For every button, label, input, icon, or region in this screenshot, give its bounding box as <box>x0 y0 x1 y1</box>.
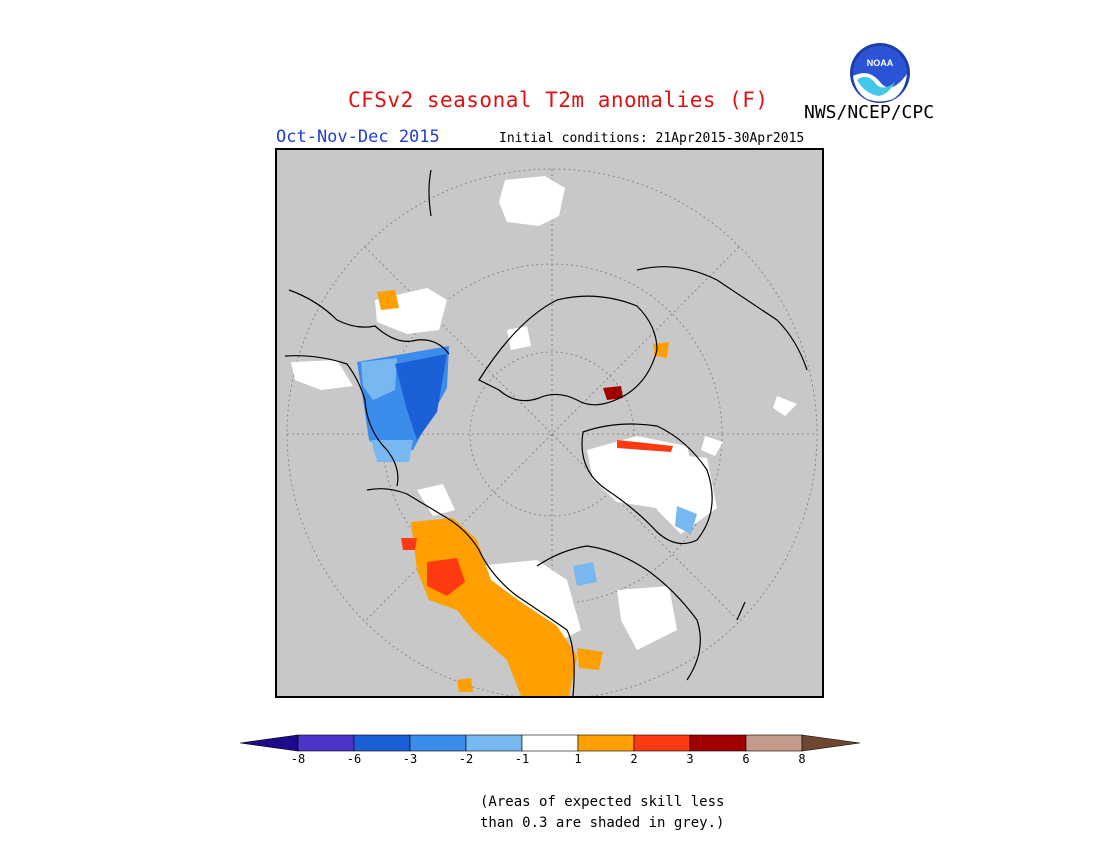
season-label: Oct-Nov-Dec 2015 <box>276 127 440 147</box>
agency-label: NWS/NCEP/CPC <box>804 102 935 123</box>
legend-swatch-1 <box>297 734 355 752</box>
legend-swatch-6 <box>577 734 635 752</box>
legend-tick: -1 <box>514 752 530 766</box>
anomaly-cold-areas <box>357 346 697 586</box>
legend-tick: -3 <box>402 752 418 766</box>
legend-swatch-7 <box>633 734 691 752</box>
skill-note-line2: than 0.3 are shaded in grey.) <box>480 815 725 831</box>
coastlines <box>284 169 808 696</box>
legend-tick: 3 <box>686 752 694 766</box>
legend-tick: 6 <box>742 752 750 766</box>
legend-swatch-5 <box>521 734 579 752</box>
legend-swatch-4 <box>465 734 523 752</box>
map-frame <box>275 148 824 698</box>
legend-tick: 1 <box>574 752 582 766</box>
noaa-logo: NOAA <box>850 43 910 103</box>
anomaly-neutral-areas <box>291 176 797 650</box>
legend-tick: -6 <box>346 752 362 766</box>
legend-tick: 2 <box>630 752 638 766</box>
legend-swatch-above <box>801 734 861 752</box>
chart-title: CFSv2 seasonal T2m anomalies (F) <box>348 88 769 112</box>
skill-note-line1: (Areas of expected skill less <box>480 794 725 810</box>
polar-map <box>284 168 818 696</box>
legend-swatch-2 <box>353 734 411 752</box>
legend-tick: -2 <box>458 752 474 766</box>
anomaly-hot-areas <box>401 386 673 596</box>
legend-swatch-below <box>240 734 299 752</box>
legend-swatch-9 <box>745 734 803 752</box>
legend-swatch-8 <box>689 734 747 752</box>
noaa-logo-text: NOAA <box>867 58 894 68</box>
skill-note: (Areas of expected skill less than 0.3 a… <box>480 792 724 834</box>
color-scale-bar <box>240 734 861 752</box>
legend-tick: -8 <box>290 752 306 766</box>
initial-conditions-label: Initial conditions: 21Apr2015-30Apr2015 <box>499 131 805 146</box>
legend-swatch-3 <box>409 734 467 752</box>
legend-tick: 8 <box>798 752 806 766</box>
